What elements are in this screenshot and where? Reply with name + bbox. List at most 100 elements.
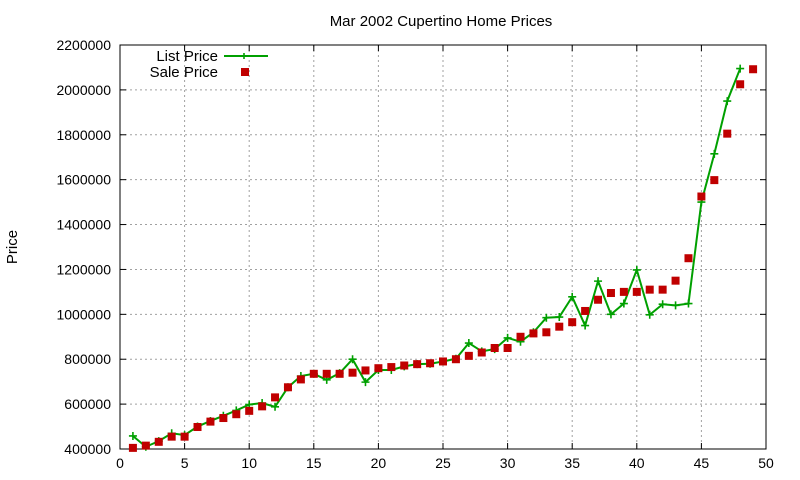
legend-label-sale-price: Sale Price bbox=[150, 64, 218, 81]
x-tick-label: 45 bbox=[694, 455, 710, 471]
sale-price-point bbox=[529, 329, 538, 338]
sale-price-point bbox=[594, 295, 603, 304]
x-tick-label: 30 bbox=[500, 455, 516, 471]
list-price-point bbox=[128, 431, 137, 440]
sale-price-point bbox=[568, 318, 577, 327]
x-tick-label: 40 bbox=[629, 455, 645, 471]
sale-price-point bbox=[464, 351, 473, 360]
legend-marker-list-price bbox=[241, 53, 247, 59]
sale-price-point bbox=[632, 287, 641, 296]
x-tick-label: 25 bbox=[435, 455, 451, 471]
sale-price-point bbox=[258, 402, 267, 411]
list-price-point bbox=[348, 355, 357, 364]
y-tick-label: 1200000 bbox=[56, 261, 111, 277]
sale-price-point bbox=[283, 383, 292, 392]
sale-price-point bbox=[361, 366, 370, 375]
list-price-line bbox=[132, 68, 742, 448]
list-price-point bbox=[271, 402, 280, 411]
sale-price-point bbox=[206, 417, 215, 426]
y-axis-label: Price bbox=[4, 230, 21, 264]
series-sale-price bbox=[128, 65, 758, 452]
sale-price-point bbox=[451, 355, 460, 364]
sale-price-point bbox=[154, 437, 163, 446]
list-price-point bbox=[723, 97, 732, 106]
sale-price-point bbox=[348, 368, 357, 377]
sale-price-point bbox=[516, 332, 525, 341]
sale-price-point bbox=[271, 393, 280, 402]
list-price-point bbox=[555, 313, 564, 322]
legend-label-list-price: List Price bbox=[156, 48, 218, 65]
y-tick-label: 1600000 bbox=[56, 172, 111, 188]
x-tick-label: 5 bbox=[181, 455, 189, 471]
list-price-point bbox=[671, 301, 680, 310]
legend: List Price Sale Price bbox=[150, 48, 268, 81]
y-tick-label: 400000 bbox=[64, 441, 111, 457]
sale-price-point bbox=[426, 359, 435, 368]
x-tick-label: 50 bbox=[758, 455, 774, 471]
sale-price-point bbox=[697, 192, 706, 201]
sale-price-point bbox=[400, 361, 409, 370]
list-price-point bbox=[594, 277, 603, 286]
y-tick-label: 600000 bbox=[64, 396, 111, 412]
series-list-price bbox=[128, 64, 745, 451]
axis-ticks: 0 5 10 15 20 25 30 35 40 45 50 400000 600000 800000 10… bbox=[56, 37, 774, 471]
list-price-point bbox=[503, 333, 512, 342]
y-tick-label: 800000 bbox=[64, 351, 111, 367]
list-price-point bbox=[684, 299, 693, 308]
x-tick-label: 10 bbox=[241, 455, 257, 471]
sale-price-point bbox=[141, 441, 150, 450]
list-price-point bbox=[606, 310, 615, 319]
sale-price-point bbox=[503, 344, 512, 352]
sale-price-point bbox=[710, 176, 719, 185]
sale-price-point bbox=[335, 369, 344, 378]
sale-price-point bbox=[413, 360, 422, 369]
sale-price-point bbox=[128, 443, 137, 452]
sale-price-point bbox=[374, 364, 383, 373]
y-tick-label: 2200000 bbox=[56, 37, 111, 53]
sale-price-point bbox=[723, 129, 732, 138]
y-tick-label: 1000000 bbox=[56, 306, 111, 322]
sale-price-point bbox=[180, 432, 189, 441]
x-tick-label: 0 bbox=[116, 455, 124, 471]
list-price-point bbox=[361, 378, 370, 387]
legend-marker-sale-price bbox=[241, 68, 249, 76]
list-price-point bbox=[736, 64, 745, 73]
sale-price-point bbox=[477, 348, 486, 357]
sale-price-point bbox=[645, 285, 654, 294]
sale-price-point bbox=[439, 357, 447, 366]
list-price-point bbox=[542, 313, 551, 322]
sale-price-point bbox=[296, 375, 305, 384]
list-price-point bbox=[619, 299, 628, 308]
x-tick-label: 15 bbox=[306, 455, 322, 471]
sale-price-point bbox=[245, 406, 254, 415]
list-price-point bbox=[464, 339, 473, 348]
sale-price-point bbox=[736, 80, 745, 89]
list-price-point bbox=[658, 300, 667, 309]
list-price-point bbox=[645, 310, 654, 319]
sale-price-point bbox=[555, 322, 564, 331]
sale-price-point bbox=[749, 65, 758, 74]
sale-price-point bbox=[167, 432, 176, 441]
list-price-point bbox=[632, 265, 641, 274]
sale-price-point bbox=[490, 344, 499, 352]
sale-price-point bbox=[542, 328, 551, 337]
series-layer bbox=[128, 64, 758, 452]
y-tick-label: 1400000 bbox=[56, 217, 111, 233]
list-price-point bbox=[710, 149, 719, 158]
sale-price-point bbox=[658, 285, 667, 294]
sale-price-point bbox=[606, 289, 615, 298]
sale-price-point bbox=[387, 363, 396, 372]
x-tick-label: 20 bbox=[371, 455, 387, 471]
list-price-point bbox=[581, 321, 590, 330]
list-price-point bbox=[568, 292, 577, 301]
sale-price-point bbox=[322, 369, 331, 378]
y-tick-label: 1800000 bbox=[56, 127, 111, 143]
grid-lines bbox=[120, 45, 766, 449]
chart-title: Mar 2002 Cupertino Home Prices bbox=[330, 13, 553, 30]
y-tick-label: 2000000 bbox=[56, 82, 111, 98]
x-tick-label: 35 bbox=[564, 455, 580, 471]
sale-price-point bbox=[671, 276, 680, 285]
sale-price-point bbox=[193, 423, 202, 432]
sale-price-point bbox=[684, 254, 693, 263]
